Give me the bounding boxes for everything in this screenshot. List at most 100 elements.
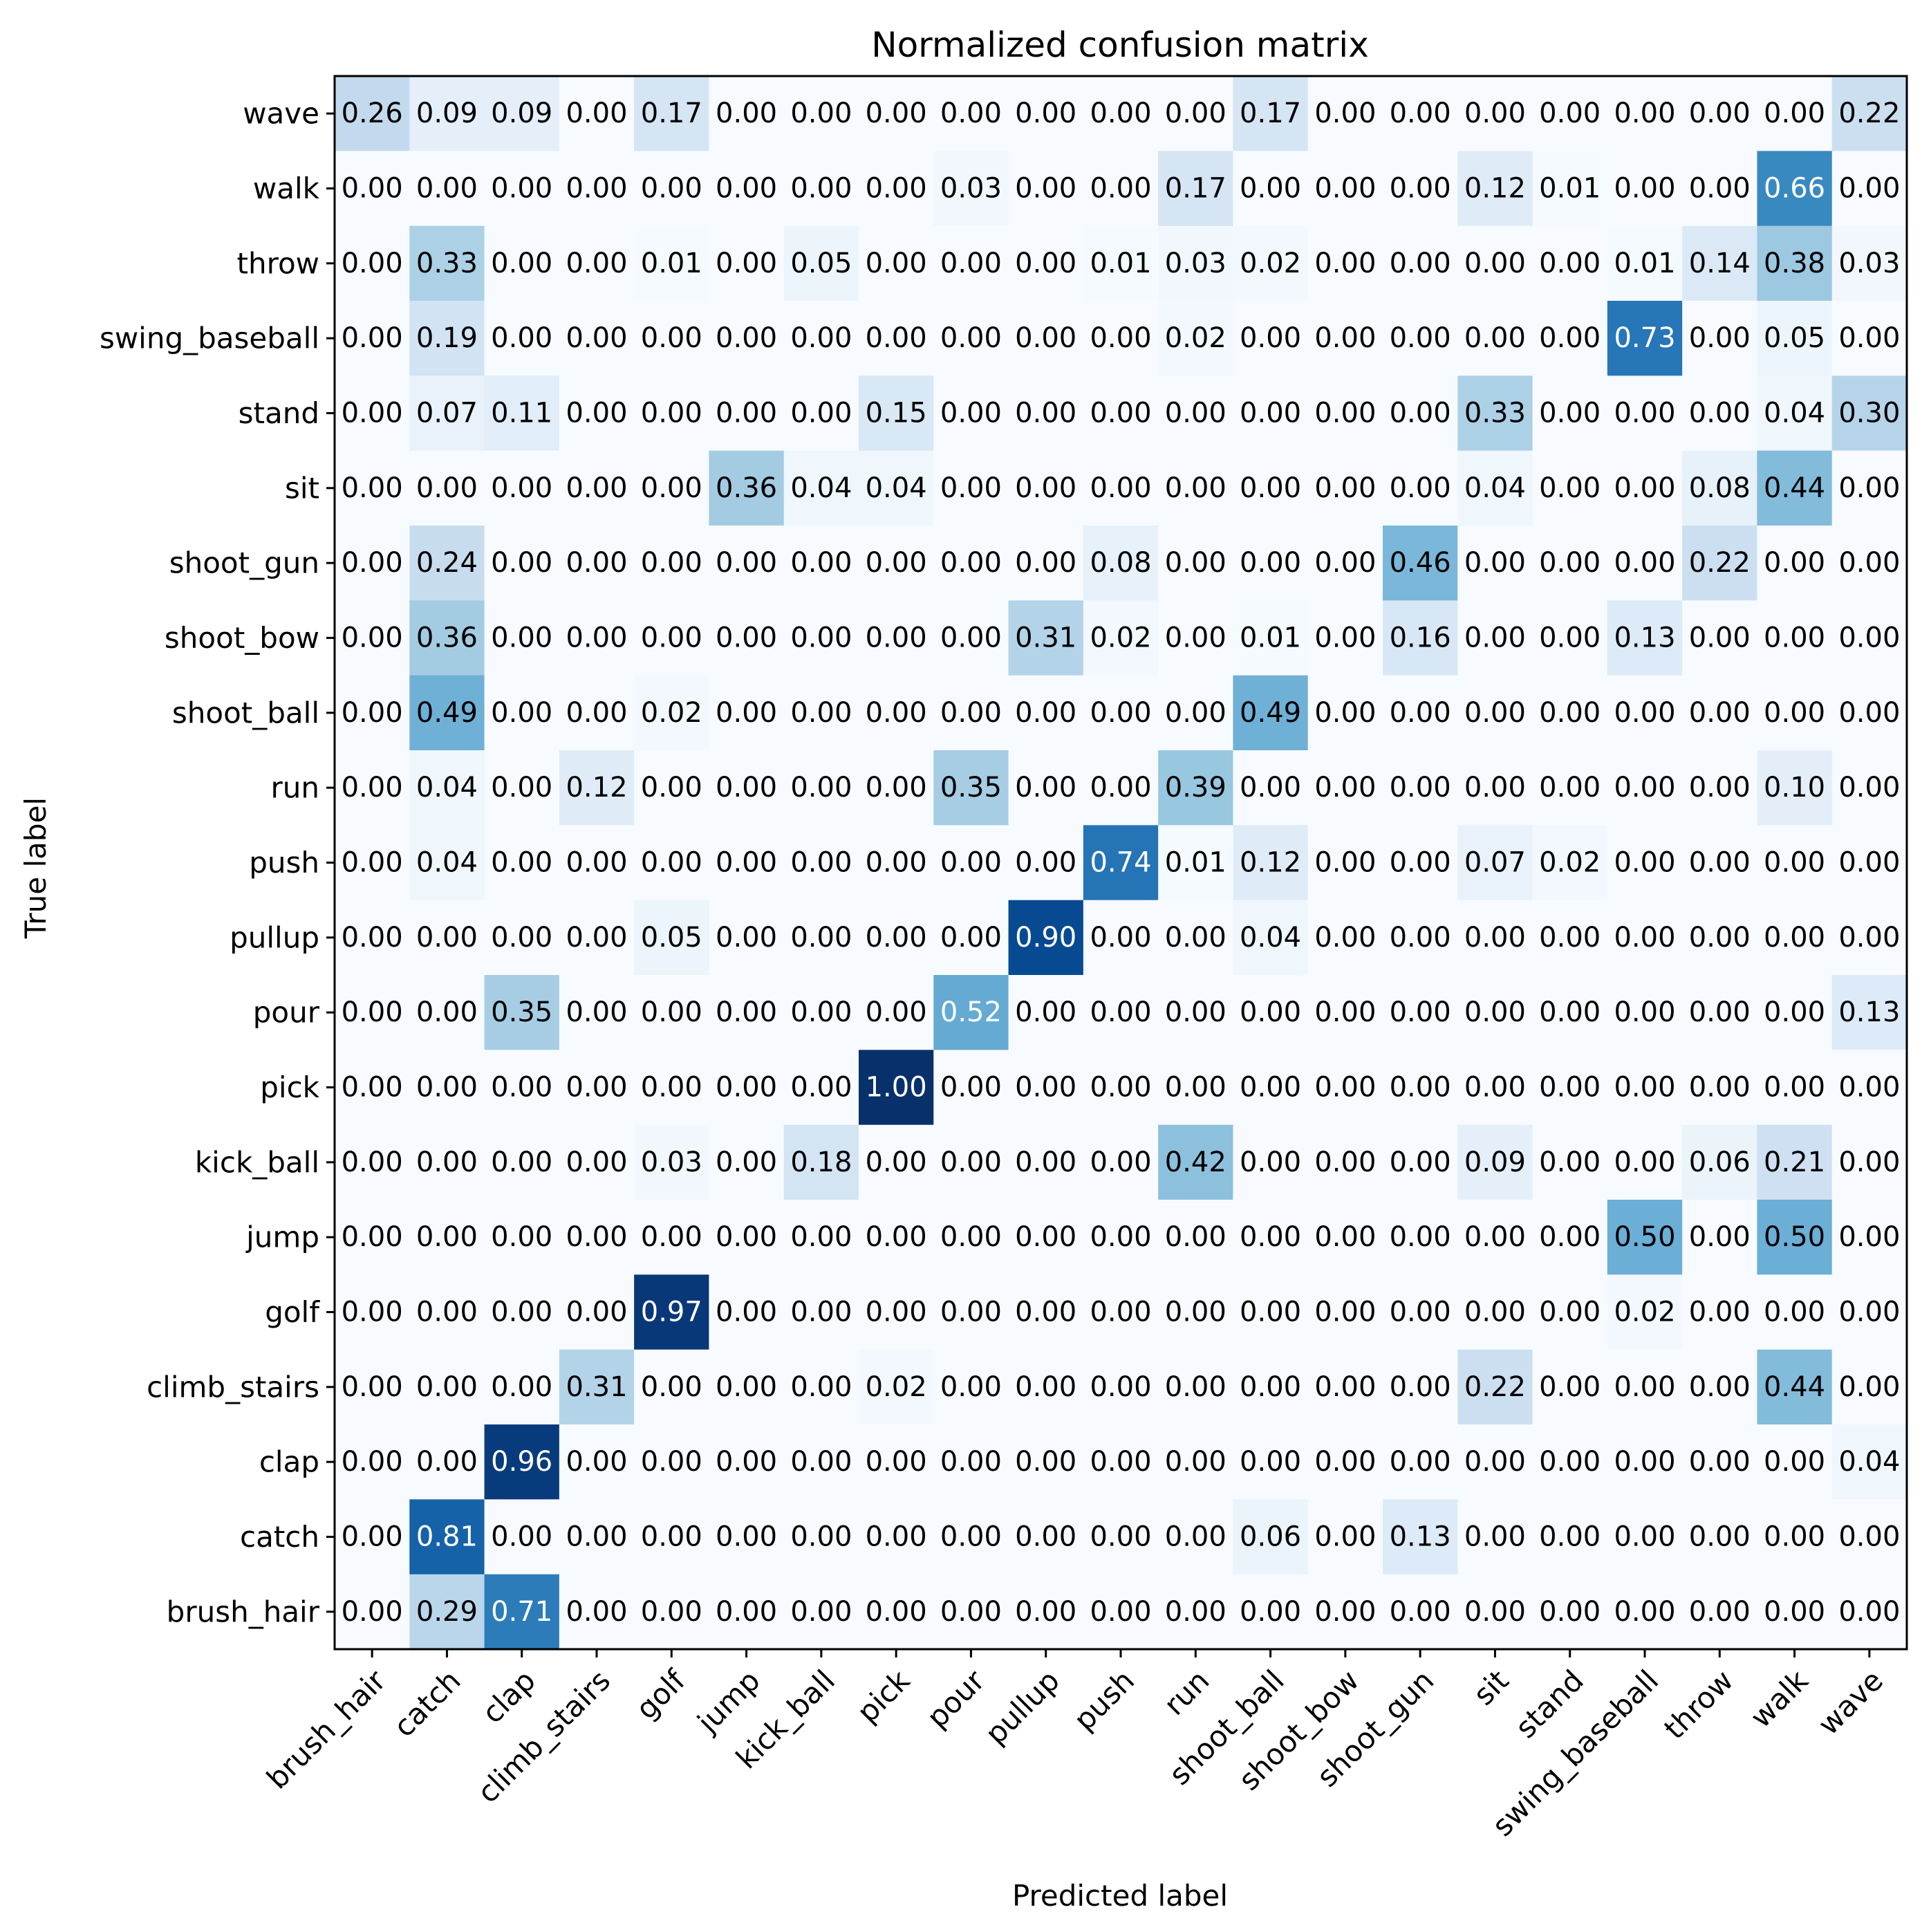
cell-value-label: 0.00	[716, 697, 777, 729]
cell-value-label: 0.00	[1390, 472, 1451, 504]
cell-value-label: 0.05	[641, 922, 702, 954]
heatmap-cell	[559, 1574, 635, 1650]
cell-value-label: 0.00	[1614, 1072, 1675, 1104]
heatmap-cell	[1158, 76, 1234, 151]
heatmap-cell	[709, 1050, 785, 1126]
cell-value-label: 0.03	[1838, 248, 1900, 279]
cell-value-label: 0.18	[790, 1146, 852, 1178]
heatmap-cell	[933, 225, 1009, 301]
cell-value-label: 0.00	[1390, 996, 1451, 1028]
heatmap-cell	[1831, 825, 1907, 901]
heatmap-cell	[409, 375, 485, 452]
heatmap-cell	[484, 225, 560, 301]
heatmap-cell	[1307, 450, 1383, 526]
cell-value-label: 0.00	[1614, 697, 1675, 729]
cell-value-label: 0.00	[416, 922, 478, 954]
y-tick-label: shoot_gun	[169, 546, 319, 580]
heatmap-cell	[1383, 825, 1458, 901]
heatmap-cell	[1307, 825, 1383, 901]
heatmap-cell	[559, 301, 635, 376]
heatmap-cell	[1532, 600, 1608, 676]
cell-value-label: 0.00	[1838, 173, 1900, 205]
cell-value-label: 0.02	[1614, 1297, 1675, 1328]
cell-value-label: 0.00	[716, 1221, 777, 1253]
cell-value-label: 0.00	[866, 1596, 927, 1628]
cell-value-label: 0.00	[716, 248, 777, 279]
cell-value-label: 0.00	[1689, 1221, 1751, 1253]
heatmap-cell	[709, 526, 785, 601]
cell-value-label: 0.00	[790, 1596, 852, 1628]
heatmap-cell	[1532, 900, 1608, 976]
cell-value-label: 0.00	[1838, 1297, 1900, 1328]
heatmap-cell	[1008, 1349, 1084, 1425]
heatmap-cell	[859, 1050, 934, 1126]
heatmap-cell	[1158, 1499, 1234, 1575]
cell-value-label: 0.00	[1464, 622, 1526, 654]
heatmap-cell	[1457, 825, 1533, 901]
heatmap-cell	[1831, 750, 1907, 826]
heatmap-cell	[1831, 225, 1907, 301]
cell-value-label: 0.17	[1240, 97, 1301, 129]
y-tick-label: kick_ball	[195, 1145, 319, 1179]
heatmap-cell	[783, 450, 859, 526]
heatmap-cell	[1757, 450, 1833, 526]
cell-value-label: 0.00	[566, 547, 627, 579]
heatmap-cell	[1457, 225, 1533, 301]
heatmap-cell	[1083, 151, 1159, 227]
heatmap-cell	[1008, 151, 1084, 227]
heatmap-cell	[859, 1349, 934, 1425]
heatmap-cell	[1682, 675, 1758, 751]
heatmap-cell	[709, 1574, 785, 1650]
cell-value-label: 0.00	[1464, 697, 1526, 729]
cell-value-label: 0.00	[1689, 996, 1751, 1028]
cell-value-label: 0.00	[1838, 1371, 1900, 1403]
heatmap-cell	[1457, 151, 1533, 227]
heatmap-cell	[1532, 1499, 1608, 1575]
cell-value-label: 0.00	[1390, 1596, 1451, 1628]
heatmap-cell	[1008, 1274, 1084, 1350]
heatmap-cell	[1757, 225, 1833, 301]
heatmap-cell	[1682, 1424, 1758, 1500]
cell-value-label: 0.04	[1838, 1446, 1900, 1478]
cell-value-label: 0.00	[866, 622, 927, 654]
cell-value-label: 0.02	[641, 697, 702, 729]
cell-value-label: 0.06	[1240, 1521, 1301, 1553]
heatmap-cell	[1682, 526, 1758, 601]
heatmap-cell	[1607, 1200, 1683, 1275]
heatmap-cell	[335, 1124, 410, 1200]
cell-value-label: 0.00	[790, 97, 852, 129]
heatmap-cell	[709, 1424, 785, 1500]
heatmap-cell	[335, 675, 410, 751]
cell-value-label: 0.00	[1015, 322, 1076, 354]
y-tick-label: pullup	[230, 920, 319, 954]
heatmap-cell	[1158, 1574, 1234, 1650]
cell-value-label: 0.00	[566, 472, 627, 504]
cell-value-label: 0.00	[1614, 922, 1675, 954]
heatmap-cell	[1233, 375, 1309, 452]
cell-value-label: 0.09	[491, 97, 552, 129]
cell-value-label: 0.00	[1015, 1371, 1076, 1403]
x-axis-label: Predicted label	[1012, 1879, 1228, 1913]
cell-value-label: 0.00	[491, 1072, 552, 1104]
cell-value-label: 0.00	[716, 547, 777, 579]
cell-value-label: 0.00	[940, 1371, 1002, 1403]
heatmap-cell	[1083, 375, 1159, 452]
cell-value-label: 0.00	[1015, 173, 1076, 205]
heatmap-cell	[1682, 1050, 1758, 1126]
cell-value-label: 0.00	[1314, 248, 1376, 279]
cell-value-label: 0.00	[866, 322, 927, 354]
cell-value-label: 0.00	[1240, 547, 1301, 579]
cell-value-label: 0.00	[716, 847, 777, 879]
cell-value-label: 0.13	[1838, 996, 1900, 1028]
cell-value-label: 0.00	[1090, 1221, 1151, 1253]
cell-value-label: 0.21	[1764, 1146, 1825, 1178]
heatmap-cell	[1008, 675, 1084, 751]
heatmap-cell	[1307, 225, 1383, 301]
heatmap-cell	[1757, 900, 1833, 976]
heatmap-cell	[484, 750, 560, 826]
heatmap-cell	[1682, 600, 1758, 676]
heatmap-cell	[933, 675, 1009, 751]
cell-value-label: 0.05	[790, 248, 852, 279]
cell-value-label: 0.00	[1390, 1221, 1451, 1253]
heatmap-cell	[859, 825, 934, 901]
